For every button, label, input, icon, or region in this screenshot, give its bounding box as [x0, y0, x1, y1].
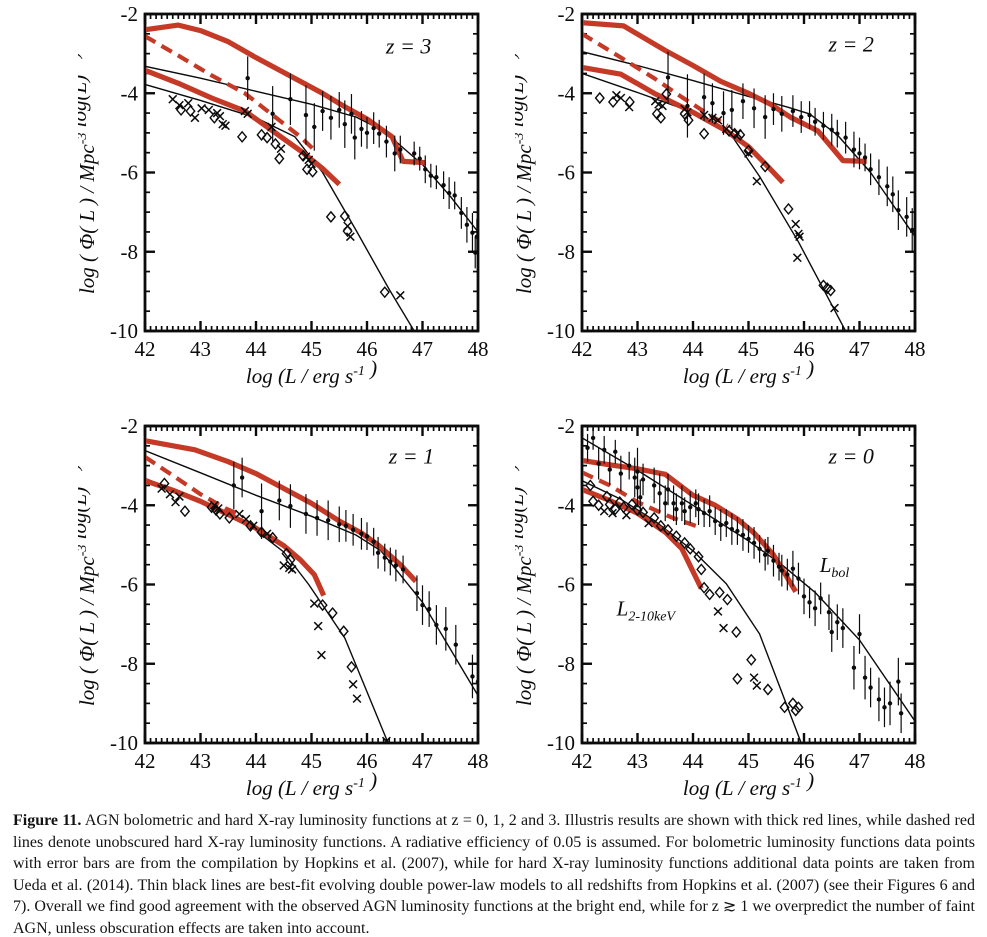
svg-text:-4: -4 [121, 81, 139, 105]
series-unobscured-hard-xray-dashed [146, 34, 319, 155]
series-fit-hard-xray-black [146, 477, 389, 742]
svg-text:46: 46 [794, 749, 815, 773]
svg-text:-6: -6 [558, 161, 576, 185]
svg-text:-10: -10 [547, 319, 575, 343]
lf-panel-z0: 42 43 44 45 46 47 48 -2 -4 -6 -8 -10 log (L / erg s-… [515, 414, 926, 800]
svg-text:45: 45 [738, 749, 759, 773]
svg-text:48: 48 [905, 749, 926, 773]
svg-text:log ( Φ( L ) / Mpc-3 log(L)-1: log ( Φ( L ) / Mpc-3 log(L)-1 ) [78, 463, 99, 706]
svg-text:45: 45 [301, 749, 322, 773]
lf-panel-z2: 42 43 44 45 46 47 48 -2 -4 -6 -8 -10 log (L / erg s-… [515, 2, 926, 388]
redshift-label-z2: z = 2 [827, 32, 873, 57]
svg-text:log ( Φ( L ) / Mpc-3 log(L)-1: log ( Φ( L ) / Mpc-3 log(L)-1 ) [515, 463, 536, 706]
svg-text:42: 42 [135, 749, 156, 773]
svg-text:-6: -6 [121, 573, 139, 597]
svg-text:45: 45 [738, 337, 759, 361]
svg-text:44: 44 [683, 749, 705, 773]
svg-text:-10: -10 [110, 319, 138, 343]
figure-caption-label: Figure 11. [13, 812, 82, 829]
lf-panel-z3: 42 43 44 45 46 47 48 -2 -4 -6 -8 -10 log (L / erg s-… [78, 2, 489, 388]
svg-text:45: 45 [301, 337, 322, 361]
series-illustris-hard-xray [583, 65, 785, 185]
svg-text:47: 47 [849, 337, 870, 361]
svg-text:-2: -2 [558, 2, 576, 26]
svg-text:log (L / erg s-1 ): log (L / erg s-1 ) [246, 768, 377, 800]
svg-text:48: 48 [468, 749, 489, 773]
curve-label-bol: Lbol [819, 553, 850, 581]
svg-text:46: 46 [794, 337, 815, 361]
series-illustris-hard-xray [146, 67, 342, 187]
svg-text:43: 43 [627, 337, 648, 361]
svg-text:-8: -8 [121, 652, 139, 676]
svg-text:43: 43 [190, 749, 211, 773]
svg-text:-2: -2 [121, 414, 139, 438]
curve-label-2-10keV: L2-10keV [616, 596, 677, 624]
svg-text:log ( Φ( L ) / Mpc-3 log(L)-1: log ( Φ( L ) / Mpc-3 log(L)-1 ) [78, 51, 99, 294]
svg-text:log ( Φ( L ) / Mpc-3 log(L)-1: log ( Φ( L ) / Mpc-3 log(L)-1 ) [515, 51, 536, 294]
redshift-label-z0: z = 0 [827, 444, 873, 469]
series-unobscured-hard-xray-dashed [583, 470, 697, 528]
svg-text:-4: -4 [558, 493, 576, 517]
series-illustris-bolometric [583, 20, 867, 164]
svg-text:log (L / erg s-1 ): log (L / erg s-1 ) [683, 356, 814, 388]
svg-text:47: 47 [412, 337, 433, 361]
svg-text:43: 43 [627, 749, 648, 773]
svg-text:-4: -4 [558, 81, 576, 105]
svg-text:-8: -8 [558, 652, 576, 676]
svg-text:48: 48 [468, 337, 489, 361]
svg-text:-4: -4 [121, 493, 139, 517]
svg-text:43: 43 [190, 337, 211, 361]
svg-text:47: 47 [412, 749, 433, 773]
svg-text:log (L / erg s-1 ): log (L / erg s-1 ) [683, 768, 814, 800]
figure-caption: Figure 11. AGN bolometric and hard X-ray… [13, 810, 975, 937]
svg-text:log (L / erg s-1 ): log (L / erg s-1 ) [246, 356, 377, 388]
svg-text:-6: -6 [121, 161, 139, 185]
series-fit-bolometric-black [146, 65, 477, 232]
series-unobscured-hard-xray-dashed [146, 455, 238, 516]
svg-text:-2: -2 [558, 414, 576, 438]
svg-text:46: 46 [357, 749, 378, 773]
svg-text:44: 44 [683, 337, 705, 361]
lf-panel-z1: 42 43 44 45 46 47 48 -2 -4 -6 -8 -10 log (L / erg s-… [78, 414, 489, 800]
series-illustris-bolometric [146, 22, 426, 166]
series-fit-hard-xray-black [583, 480, 802, 742]
svg-text:-10: -10 [547, 731, 575, 755]
svg-text:-10: -10 [110, 731, 138, 755]
series-illustris-bolometric [146, 438, 418, 584]
redshift-label-z3: z = 3 [385, 34, 431, 59]
svg-text:42: 42 [572, 749, 593, 773]
svg-text:48: 48 [905, 337, 926, 361]
svg-text:-2: -2 [121, 2, 139, 26]
series-illustris-bolometric [583, 458, 798, 593]
svg-text:-8: -8 [558, 240, 576, 264]
redshift-label-z1: z = 1 [388, 444, 434, 469]
svg-text:-8: -8 [121, 240, 139, 264]
svg-text:47: 47 [849, 749, 870, 773]
svg-text:42: 42 [572, 337, 593, 361]
svg-text:46: 46 [357, 337, 378, 361]
series-fit-hard-xray-black [583, 73, 846, 330]
svg-text:44: 44 [246, 749, 268, 773]
svg-text:44: 44 [246, 337, 268, 361]
svg-text:-6: -6 [558, 573, 576, 597]
svg-text:42: 42 [135, 337, 156, 361]
figure-caption-text: AGN bolometric and hard X-ray luminosity… [13, 812, 975, 937]
